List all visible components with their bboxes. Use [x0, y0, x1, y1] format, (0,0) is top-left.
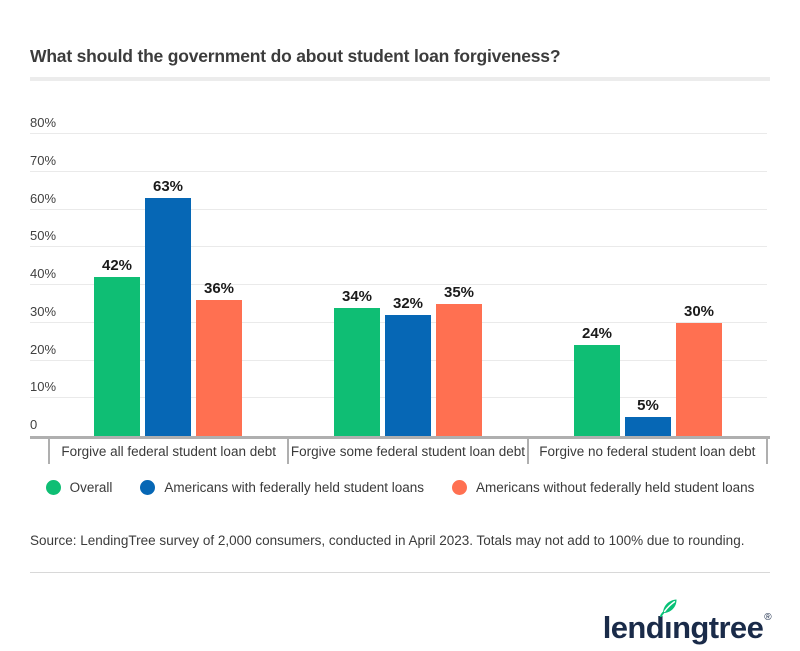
category-axis: Forgive all federal student loan debt For… [48, 439, 768, 464]
bar [676, 322, 722, 436]
bar-with-label: 63% [145, 178, 191, 436]
plot-area: 80% 70% 60% 50% 40% 30% 20% 10% 0 42% 63% 36% 34% 32%… [30, 116, 770, 436]
logo-text-after: ngtree [672, 610, 764, 645]
y-axis-tick-label: 80% [30, 115, 57, 130]
bar-value-label: 30% [683, 302, 715, 320]
y-axis-tick-label: 70% [30, 152, 57, 168]
lendingtree-logo: lendı ngtree® [602, 595, 772, 645]
bar-with-label: 35% [436, 284, 482, 436]
bar-value-label: 5% [637, 397, 659, 415]
bar [145, 198, 191, 436]
bar-value-label: 34% [341, 287, 373, 305]
y-axis-tick-label: 40% [30, 266, 57, 281]
bar-with-label: 30% [676, 303, 722, 436]
y-axis-tick-label: 60% [30, 190, 57, 206]
gridline [30, 246, 767, 248]
category-label: Forgive all federal student loan debt [48, 439, 287, 464]
bar [625, 417, 671, 436]
registered-mark: ® [764, 612, 771, 623]
bar-group: 24% 5% 30% [528, 134, 768, 436]
bar-with-label: 5% [625, 397, 671, 436]
legend-swatch-icon [140, 480, 156, 495]
bar-value-label: 63% [152, 178, 184, 196]
y-axis-tick-label: 0 [30, 417, 38, 432]
bar-chart: 80% 70% 60% 50% 40% 30% 20% 10% 0 42% 63% 36% 34% 32%… [30, 111, 770, 464]
bar [94, 277, 140, 436]
source-note: Source: LendingTree survey of 2,000 cons… [30, 533, 745, 548]
title-divider [30, 77, 770, 81]
bar-with-label: 32% [385, 295, 431, 436]
bar-value-label: 24% [581, 325, 613, 343]
gridline [30, 133, 767, 134]
y-axis-tick-label: 10% [30, 379, 57, 395]
bar [196, 300, 242, 436]
y-axis-tick-label: 30% [30, 303, 57, 319]
legend-label: Americans without federally held student… [476, 480, 755, 495]
bar [574, 345, 620, 436]
bar-value-label: 35% [443, 283, 475, 301]
category-label: Forgive no federal student loan debt [526, 439, 768, 464]
category-label: Forgive some federal student loan debt [287, 439, 526, 464]
bar-group: 42% 63% 36% [48, 134, 288, 436]
bar-group: 34% 32% 35% [288, 134, 528, 436]
bar [436, 303, 482, 436]
footer: lendı ngtree® [30, 595, 772, 645]
legend-swatch-icon [45, 480, 61, 495]
y-axis-tick-label: 50% [30, 228, 57, 244]
gridline [30, 170, 767, 172]
bar-with-label: 34% [334, 288, 380, 436]
legend-label: Americans with federally held student lo… [164, 480, 424, 495]
legend-swatch-icon [452, 480, 467, 495]
legend-item: Americans without federally held student… [452, 480, 754, 495]
bar-value-label: 42% [101, 257, 133, 275]
bar-value-label: 32% [392, 295, 424, 313]
bar-with-label: 36% [196, 280, 242, 436]
legend-item: Americans with federally held student lo… [140, 480, 424, 495]
bar-with-label: 24% [574, 325, 620, 436]
logo-text-before: lend [602, 610, 665, 645]
y-axis-tick-label: 20% [30, 341, 57, 357]
x-axis-line [30, 436, 770, 439]
gridline [30, 284, 767, 285]
footer-divider [30, 572, 770, 573]
bar [334, 307, 380, 436]
legend-label: Overall [69, 480, 113, 495]
leaf-icon [659, 599, 677, 617]
bar-with-label: 42% [94, 257, 140, 436]
bar-value-label: 36% [203, 280, 235, 298]
legend-item: Overall [45, 480, 113, 495]
gridline [30, 208, 767, 210]
page-title: What should the government do about stud… [30, 46, 561, 66]
bar [385, 315, 431, 436]
legend: Overall Americans with federally held stu… [30, 480, 770, 495]
logo-letter-i: ı [659, 599, 677, 645]
